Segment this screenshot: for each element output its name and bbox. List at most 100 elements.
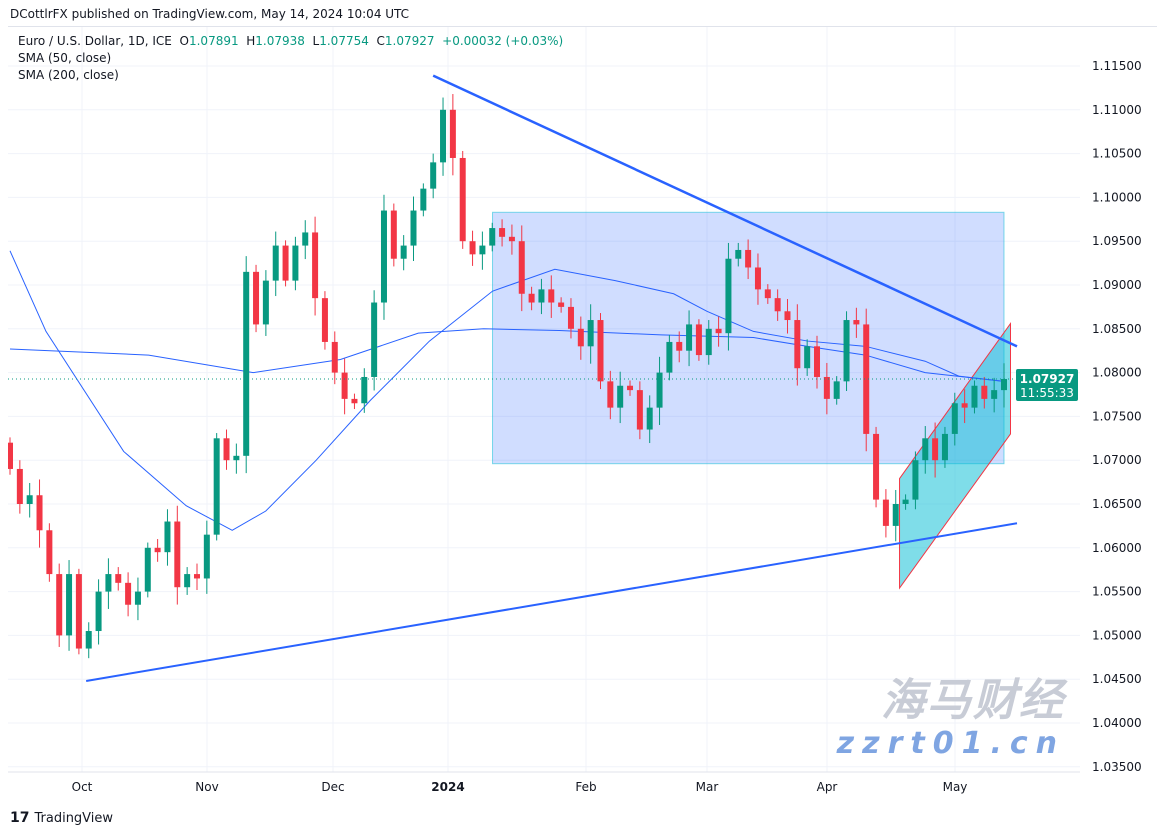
candle-body	[666, 341, 673, 373]
lower-trendline	[85, 522, 1018, 682]
candle-body	[430, 162, 437, 189]
candle-body	[233, 455, 240, 461]
candle-body	[686, 324, 693, 351]
candle-body	[833, 381, 840, 399]
candle-body	[853, 320, 860, 325]
candle-body	[272, 245, 279, 281]
x-tick-label: Apr	[817, 780, 838, 794]
candle-body	[676, 341, 683, 351]
low-label: L	[312, 34, 320, 48]
watermark-logo-text: 海马财经	[881, 675, 1065, 726]
candle-body	[312, 232, 319, 299]
candle-body	[1001, 378, 1007, 391]
watermark-url: zzrt01.cn	[836, 725, 1065, 761]
candle-body	[558, 302, 565, 307]
close-value: 1.07927	[384, 34, 435, 48]
candle-body	[538, 289, 545, 303]
candle-body	[863, 324, 870, 434]
candle-body	[361, 376, 368, 404]
x-tick-label: Nov	[195, 780, 218, 794]
y-tick-label: 1.07500	[1092, 409, 1142, 423]
candle-body	[774, 298, 781, 312]
tradingview-logo-icon: 𝟭𝟳	[10, 810, 30, 826]
candle-body	[390, 210, 397, 259]
candle-body	[449, 109, 456, 158]
x-tick-label: Feb	[575, 780, 596, 794]
candle-body	[213, 438, 220, 535]
y-tick-label: 1.08000	[1092, 366, 1142, 380]
candle-body	[508, 236, 515, 242]
candle-body	[292, 245, 299, 281]
candle-body	[725, 258, 732, 334]
change-value: +0.00032 (+0.03%)	[442, 34, 564, 48]
candle-body	[400, 245, 407, 259]
close-label: C	[376, 34, 385, 48]
high-value: 1.07938	[255, 34, 305, 48]
candle-body	[371, 302, 378, 377]
candle-body	[656, 372, 663, 408]
y-tick-label: 1.06000	[1092, 541, 1142, 555]
candle-body	[873, 433, 880, 500]
footer: 𝟭𝟳 TradingView	[10, 810, 113, 826]
candle-body	[164, 521, 171, 553]
candle-body	[410, 210, 417, 246]
candle-body	[902, 499, 909, 504]
candle-body	[518, 241, 525, 294]
y-tick-label: 1.09500	[1092, 234, 1142, 248]
candle-body	[567, 306, 574, 329]
candle-body	[804, 346, 811, 369]
candle-body	[26, 495, 33, 504]
low-value: 1.07754	[319, 34, 369, 48]
y-tick-label: 1.08500	[1092, 322, 1142, 336]
candle-body	[823, 376, 830, 399]
publish-info: DCottlrFX published on TradingView.com, …	[10, 7, 410, 21]
chart-legend: Euro / U.S. Dollar, 1D, ICE O1.07891 H1.…	[18, 33, 563, 84]
bar-countdown: 11:55:33	[1020, 386, 1074, 400]
candle-body	[243, 271, 250, 456]
candle-body	[971, 385, 978, 408]
brand-name: TradingView	[34, 810, 114, 826]
candle-body	[489, 228, 496, 246]
candle-body	[184, 574, 191, 588]
candle-body	[125, 582, 132, 605]
x-tick-label: Mar	[696, 780, 719, 794]
y-tick-label: 1.10000	[1092, 190, 1142, 204]
y-tick-label: 1.04500	[1092, 672, 1142, 686]
candle-body	[745, 249, 752, 268]
price-chart[interactable]: 1.03500 1.04000 1.04500 1.05000 1.05500 1.060…	[8, 27, 1157, 803]
candle-body	[991, 390, 998, 399]
candle-body	[627, 385, 634, 391]
candle-body	[253, 271, 260, 325]
candle-body	[892, 504, 899, 526]
candle-body	[95, 591, 102, 632]
candle-body	[56, 574, 63, 636]
candle-body	[223, 438, 230, 461]
candle-body	[203, 534, 210, 579]
candle-body	[636, 390, 643, 430]
candle-body	[440, 109, 447, 163]
candle-body	[548, 289, 555, 303]
candle-body	[922, 438, 929, 461]
candle-body	[420, 188, 427, 211]
candle-body	[282, 245, 289, 281]
candle-body	[46, 530, 53, 575]
candle-body	[932, 438, 939, 461]
candle-body	[66, 574, 73, 636]
candle-body	[646, 407, 653, 430]
x-tick-label: May	[943, 780, 968, 794]
sma200-legend[interactable]: SMA (200, close)	[18, 68, 119, 82]
candle-body	[16, 468, 23, 504]
candle-body	[715, 328, 722, 334]
y-tick-label: 1.07000	[1092, 453, 1142, 467]
chart-frame[interactable]: 1.03500 1.04000 1.04500 1.05000 1.05500 1.060…	[8, 26, 1157, 803]
candle-body	[479, 245, 486, 255]
candle-body	[321, 298, 328, 342]
candle-body	[843, 320, 850, 382]
high-label: H	[246, 34, 256, 48]
last-price-value: 1.07927	[1020, 372, 1075, 386]
sma50-legend[interactable]: SMA (50, close)	[18, 51, 112, 65]
y-tick-label: 1.10500	[1092, 147, 1142, 161]
y-tick-label: 1.11000	[1092, 103, 1142, 117]
candle-body	[331, 341, 338, 373]
candle-body	[262, 280, 269, 325]
